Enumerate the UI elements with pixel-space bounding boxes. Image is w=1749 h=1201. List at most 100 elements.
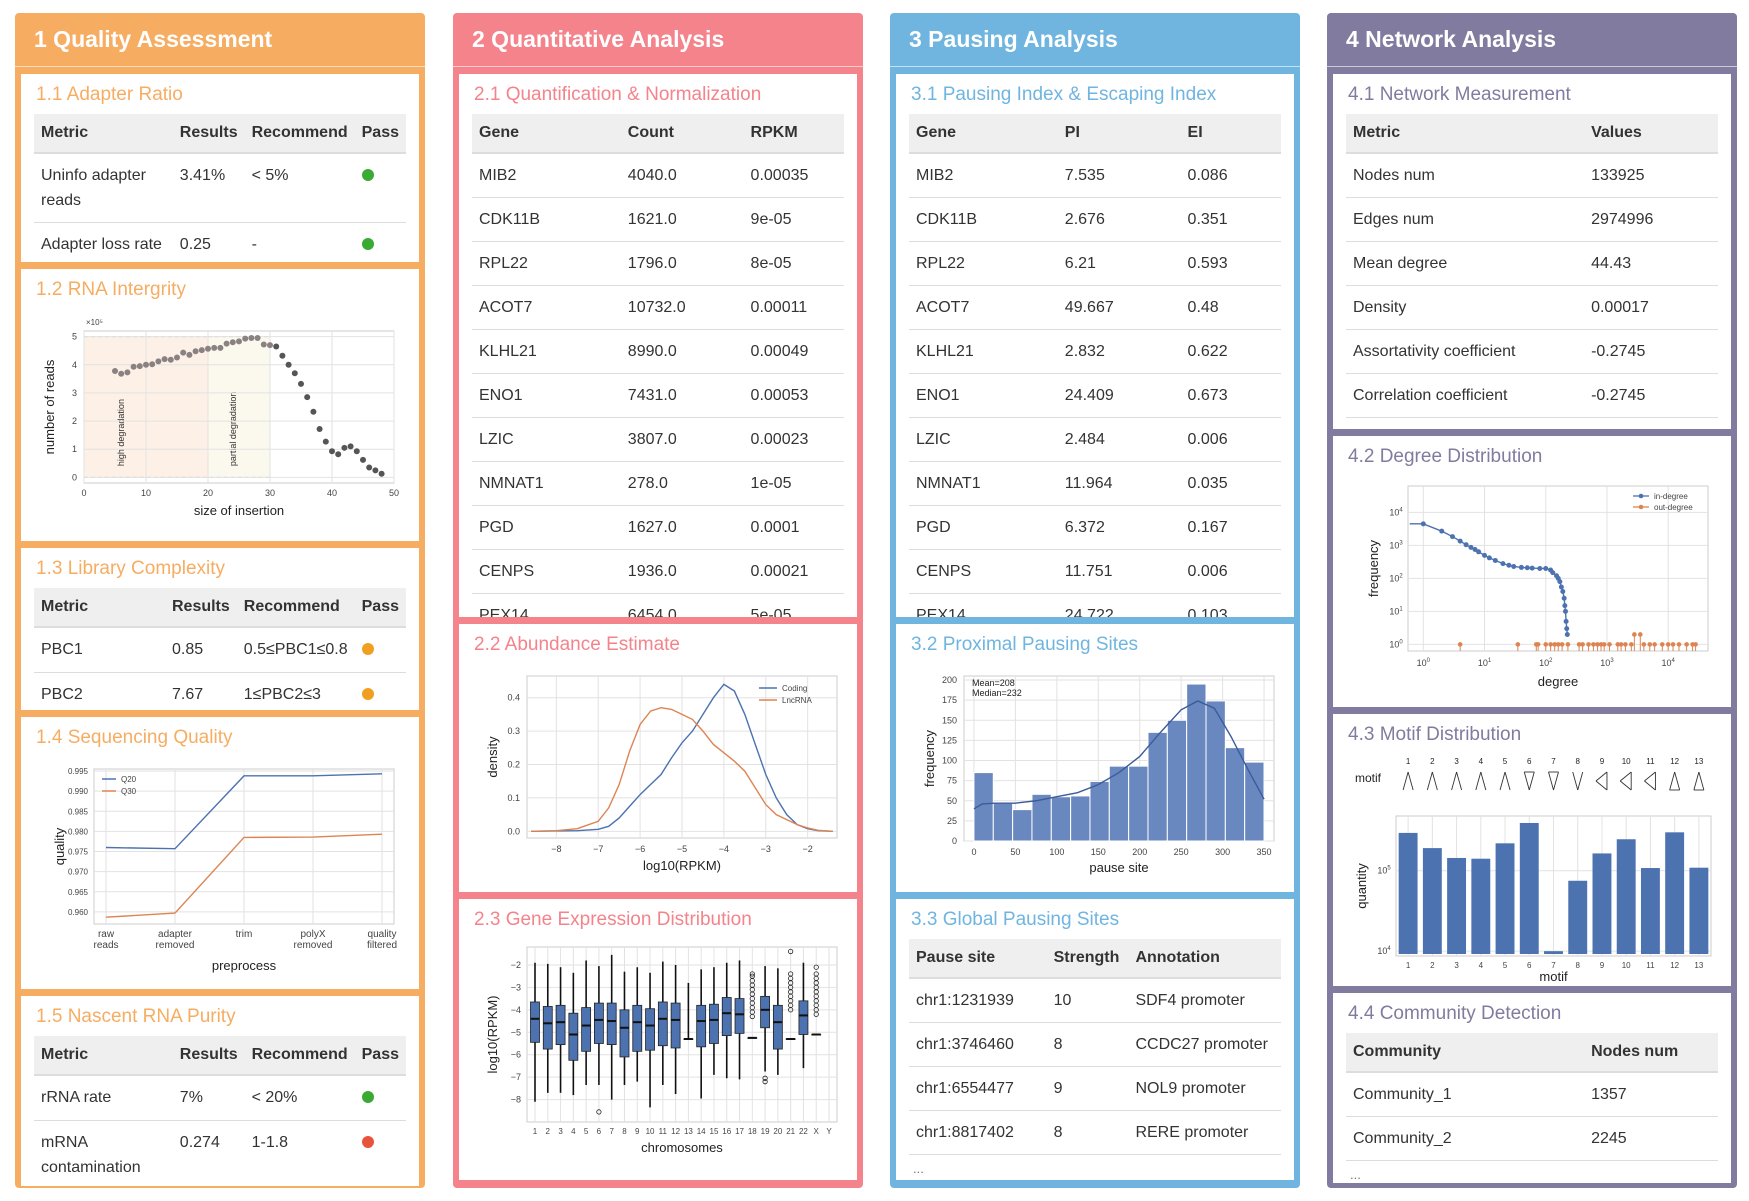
cell-results: 0.274 bbox=[172, 1120, 245, 1186]
x-tick-label: 12 bbox=[1670, 961, 1679, 970]
cell-pi: 11.964 bbox=[1057, 461, 1181, 506]
y-tick-label: 104 bbox=[1377, 946, 1391, 956]
table-row: LZIC 3807.0 0.00023 bbox=[472, 417, 844, 462]
section-title: 3.1 Pausing Index & Escaping Index bbox=[911, 84, 1217, 105]
cell-pi: 6.21 bbox=[1057, 241, 1181, 286]
in-degree-point bbox=[1472, 547, 1478, 553]
data-point bbox=[186, 351, 193, 358]
table-row: ACOT7 10732.0 0.00011 bbox=[472, 285, 844, 330]
cell-gene: MIB2 bbox=[472, 153, 621, 198]
cell-recommend: - bbox=[244, 222, 355, 262]
table-row: LZIC 2.484 0.006 bbox=[909, 417, 1281, 462]
cell-rpkm: 0.0001 bbox=[743, 505, 844, 550]
histogram-bar bbox=[1147, 731, 1168, 842]
x-tick-label: 0 bbox=[971, 847, 976, 857]
column-header-strength: Strength bbox=[1046, 939, 1129, 979]
y-tick-label: 25 bbox=[947, 816, 957, 826]
x-tick-label: 20 bbox=[203, 488, 213, 498]
table-row: rRNA rate 7% < 20% bbox=[34, 1075, 406, 1121]
cell-pass bbox=[354, 672, 406, 710]
column-header-values: Values bbox=[1584, 114, 1718, 154]
data-point bbox=[341, 444, 348, 451]
histogram-bar bbox=[1089, 780, 1110, 842]
x-tick-label: −5 bbox=[677, 844, 687, 854]
x-tick-label: −7 bbox=[593, 844, 603, 854]
panel-title: 2 Quantitative Analysis bbox=[453, 13, 863, 67]
data-point bbox=[273, 343, 280, 350]
motif-edge bbox=[1431, 771, 1438, 791]
quantification-normalization-table: Gene Count RPKM MIB2 4040.0 0.00035 CDK11B 1621… bbox=[472, 114, 844, 617]
out-degree-point bbox=[1555, 642, 1561, 647]
cell-annotation: RERE promoter bbox=[1128, 1110, 1281, 1155]
cell-rpkm: 1e-05 bbox=[743, 461, 844, 506]
data-point bbox=[167, 356, 174, 363]
section-title: 2.1 Quantification & Normalization bbox=[474, 84, 762, 105]
y-tick-label: 4 bbox=[72, 360, 77, 370]
x-tick-label: 100 bbox=[1049, 847, 1064, 857]
table-row: Nodes num 133925 bbox=[1346, 153, 1718, 198]
x-axis-label: log10(RPKM) bbox=[643, 858, 721, 873]
cell-ei: 0.622 bbox=[1180, 329, 1281, 374]
table-row: CENPS 11.751 0.006 bbox=[909, 549, 1281, 594]
out-degree-point bbox=[1647, 642, 1653, 647]
box bbox=[530, 1001, 540, 1043]
column-header-pass: Pass bbox=[354, 1036, 406, 1076]
cell-metric: Adapter loss rate bbox=[34, 222, 173, 262]
table-row: CDK11B 2.676 0.351 bbox=[909, 197, 1281, 242]
table-row: RPL22 6.21 0.593 bbox=[909, 241, 1281, 286]
motif-edge bbox=[1644, 771, 1656, 782]
x-tick-label: removed bbox=[156, 940, 195, 951]
cell-gene: LZIC bbox=[909, 417, 1058, 462]
motif-number: 7 bbox=[1551, 757, 1556, 766]
data-point bbox=[285, 361, 292, 368]
cell-metric: PBC1 bbox=[34, 627, 165, 673]
table-header-row: Metric Values bbox=[1346, 114, 1718, 154]
table-row: Transitivity0.0047 bbox=[1346, 417, 1718, 429]
cell-count: 7431.0 bbox=[620, 373, 744, 418]
y-tick-label: 0.1 bbox=[507, 793, 520, 803]
out-degree-point bbox=[1670, 642, 1676, 647]
section-title: 1.3 Library Complexity bbox=[36, 558, 226, 579]
y-tick-label: 0 bbox=[952, 836, 957, 846]
y-tick-label: 0.970 bbox=[68, 868, 89, 877]
panel-title: 3 Pausing Analysis bbox=[890, 13, 1300, 67]
cell-gene: ENO1 bbox=[909, 373, 1058, 418]
density-curve-coding bbox=[531, 683, 833, 833]
y-tick-label: 101 bbox=[1389, 606, 1403, 616]
chart: 1 2 3 4 5 6 7 8 9 10 11 12 13 14 15 16 17 18 19 20 21 22 X Y−8−… bbox=[485, 946, 838, 1155]
data-point bbox=[155, 358, 162, 365]
x-tick-label: 104 bbox=[1662, 658, 1676, 668]
stats-annotation: Mean=208 bbox=[972, 678, 1015, 688]
x-axis-label: degree bbox=[1538, 674, 1578, 689]
outlier-point bbox=[788, 948, 794, 955]
cell-metric: Assortativity coefficient bbox=[1346, 329, 1585, 374]
motif-edge bbox=[1426, 771, 1433, 791]
table-row: PGD 6.372 0.167 bbox=[909, 505, 1281, 550]
cell-rpkm: 0.00053 bbox=[743, 373, 844, 418]
pass-status-dot-pass bbox=[361, 169, 374, 181]
x-tick-label: 2 bbox=[1430, 961, 1435, 970]
data-point bbox=[211, 344, 218, 351]
cell-gene: RPL22 bbox=[909, 241, 1058, 286]
motif-10-icon bbox=[1619, 771, 1632, 791]
data-point bbox=[347, 443, 354, 450]
motif-4-icon bbox=[1475, 771, 1487, 791]
motif-bar bbox=[1544, 951, 1563, 954]
x-axis-label: preprocess bbox=[212, 958, 277, 973]
in-degree-point bbox=[1482, 552, 1488, 558]
in-degree-point bbox=[1562, 608, 1568, 614]
data-point bbox=[229, 339, 236, 346]
x-tick-label: 9 bbox=[635, 1127, 640, 1136]
column-header-community: Community bbox=[1346, 1033, 1585, 1073]
table-header-row: Metric Results Recommend Pass bbox=[34, 588, 406, 628]
table-row: KLHL21 2.832 0.622 bbox=[909, 329, 1281, 374]
cell-count: 1796.0 bbox=[620, 241, 744, 286]
histogram-bar bbox=[1244, 761, 1265, 842]
x-tick-label: −3 bbox=[761, 844, 771, 854]
histogram-bar bbox=[1166, 719, 1188, 842]
cell-strength: 10 bbox=[1046, 978, 1129, 1023]
x-tick-label: 350 bbox=[1257, 847, 1272, 857]
y-axis-label: log10(RPKM) bbox=[485, 995, 500, 1073]
x-tick-label: 22 bbox=[799, 1127, 808, 1136]
cell-ei: 0.48 bbox=[1180, 285, 1281, 330]
